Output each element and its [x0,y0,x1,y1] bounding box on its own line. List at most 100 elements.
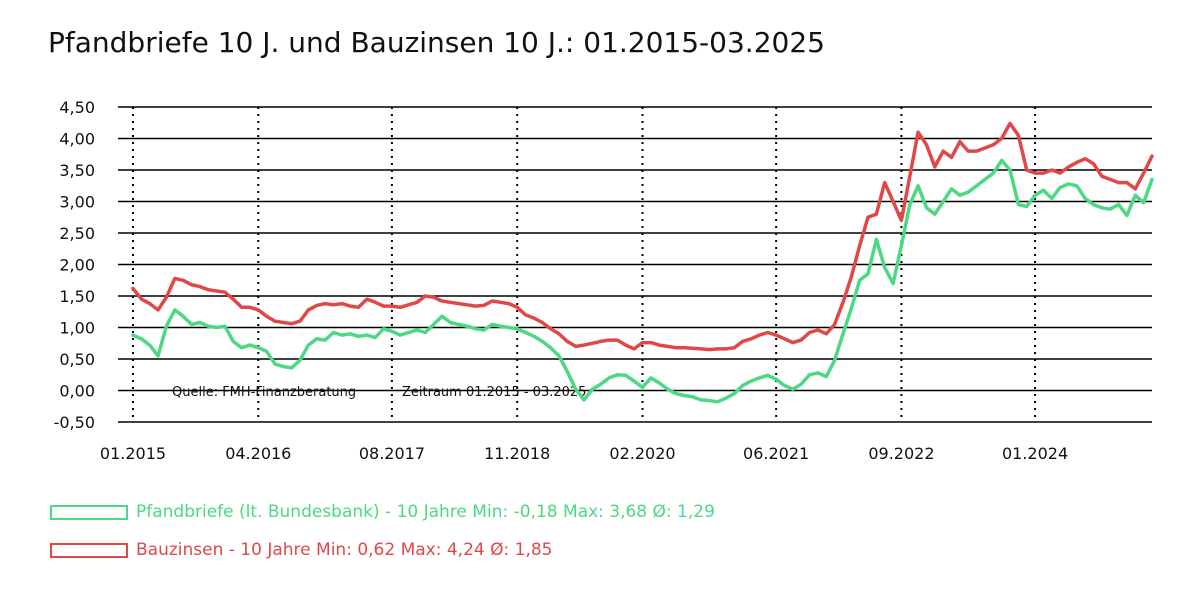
data-point [156,308,160,312]
legend-swatch-bauzinsen [50,542,128,558]
data-point [332,303,335,307]
data-point [323,338,327,342]
data-point [991,171,995,175]
data-point [791,341,795,344]
data-point [958,140,962,144]
data-point [1083,157,1087,161]
data-point [975,184,978,188]
data-point [849,307,853,310]
data-point [858,278,862,282]
data-point [231,340,235,343]
data-point [507,326,511,329]
data-point [824,375,828,378]
data-point [499,300,502,304]
data-point [1058,171,1062,175]
data-point [1075,184,1079,188]
data-point [950,156,953,159]
data-point [173,308,177,312]
data-point [248,343,252,347]
data-point [190,323,193,326]
data-point [181,278,185,282]
data-point [724,347,728,351]
data-point [1042,171,1045,175]
data-point [616,338,619,342]
data-point [181,314,185,318]
y-tick-label: 4,50 [59,98,95,117]
data-point [699,398,703,402]
data-point [373,336,377,339]
data-point [507,302,511,305]
data-point [716,347,720,351]
data-point [323,302,327,305]
data-point [1000,137,1004,140]
data-point [1017,203,1020,207]
data-point [833,323,836,326]
data-point [1150,154,1154,158]
data-point [1150,178,1154,181]
data-point [423,331,427,334]
data-point [783,337,786,341]
data-point [691,395,694,399]
data-point [382,327,385,331]
data-point [265,314,268,318]
data-point [307,343,310,347]
data-point [298,319,302,323]
data-point [1000,159,1004,162]
data-point [1133,187,1137,191]
data-point [390,329,394,333]
data-point [1100,174,1104,178]
data-point [991,143,995,147]
data-point [365,297,369,301]
data-point [849,275,853,279]
data-point [733,346,736,350]
data-point [256,308,260,312]
data-point [231,297,235,301]
data-point [582,343,586,347]
data-point [1008,122,1012,125]
data-point [724,396,728,400]
data-point [716,400,720,404]
data-point [465,324,469,328]
data-point [206,288,210,292]
x-tick-label: 08.2017 [359,444,425,463]
data-point [908,203,912,207]
data-point [265,350,268,353]
data-point [624,374,628,377]
data-point [173,277,177,280]
data-point [657,343,661,347]
data-point [482,328,486,332]
data-point [799,338,803,342]
data-point [674,346,678,350]
data-point [515,327,519,331]
data-point [398,333,402,337]
data-point [933,212,937,216]
data-point [1125,181,1129,185]
data-point [1075,161,1079,164]
data-point [657,381,661,385]
data-point [883,266,887,269]
data-point [783,384,786,387]
data-point [607,376,611,380]
data-point [1067,165,1070,169]
data-point [357,334,360,338]
data-point [574,345,578,348]
data-point [1100,206,1104,210]
data-point [407,303,410,307]
data-point [758,333,761,337]
data-point [1050,197,1054,200]
y-tick-label: 4,00 [59,130,95,149]
annotations: Quelle: FMH-Finanzberatung Zeitraum 01.2… [172,385,586,400]
data-point [900,219,903,222]
data-point [332,331,335,334]
data-point [315,337,319,341]
data-point [933,165,937,169]
data-point [975,149,978,153]
y-tick-label: 3,00 [59,193,95,212]
data-point [958,193,962,197]
data-point [641,386,644,389]
data-point [707,399,711,402]
data-point [758,376,761,380]
data-point [816,328,820,332]
data-point [816,371,820,375]
